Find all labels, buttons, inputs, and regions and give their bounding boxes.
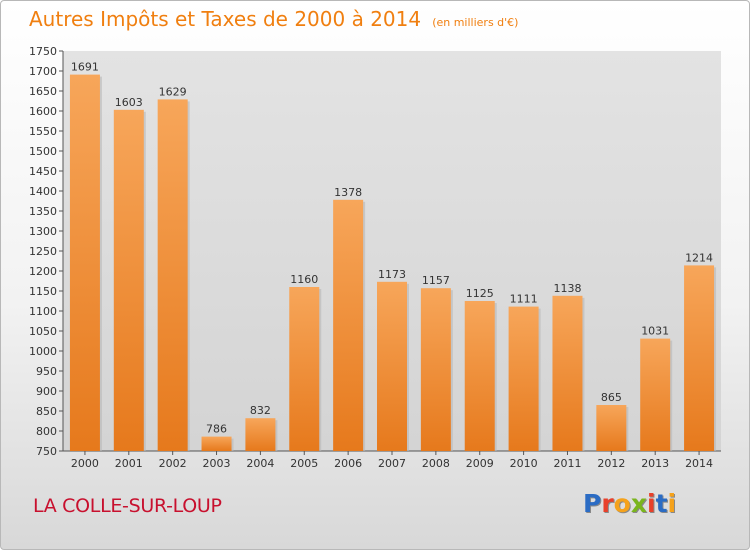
logo-letter: i xyxy=(667,489,677,518)
bar-value-label: 1378 xyxy=(334,186,362,199)
x-tick-label: 2005 xyxy=(290,457,318,470)
x-tick-label: 2008 xyxy=(422,457,450,470)
y-tick-label: 800 xyxy=(36,425,57,438)
x-tick-label: 2011 xyxy=(553,457,581,470)
bar xyxy=(289,287,320,451)
y-tick-label: 1550 xyxy=(29,125,57,138)
bar xyxy=(684,265,715,451)
bar xyxy=(333,199,364,451)
bar-value-label: 1125 xyxy=(466,287,494,300)
logo-letter: t xyxy=(655,489,668,518)
bar-value-label: 1157 xyxy=(422,274,450,287)
y-tick-label: 1600 xyxy=(29,105,57,118)
x-tick-label: 2013 xyxy=(641,457,669,470)
y-tick-label: 750 xyxy=(36,445,57,458)
y-tick-label: 1150 xyxy=(29,285,57,298)
y-tick-label: 1050 xyxy=(29,325,57,338)
x-tick-label: 2002 xyxy=(159,457,187,470)
chart-title: Autres Impôts et Taxes de 2000 à 2014 xyxy=(29,7,422,31)
bar xyxy=(420,288,451,451)
y-tick-label: 900 xyxy=(36,385,57,398)
bar xyxy=(113,109,144,452)
y-tick-label: 1750 xyxy=(29,45,57,58)
bar-value-label: 1629 xyxy=(159,85,187,98)
x-tick-label: 2004 xyxy=(246,457,274,470)
bar xyxy=(464,301,495,451)
x-tick-label: 2001 xyxy=(115,457,143,470)
y-tick-label: 1700 xyxy=(29,65,57,78)
logo-letter: x xyxy=(630,489,647,518)
bar-value-label: 1111 xyxy=(510,293,538,306)
x-tick-label: 2007 xyxy=(378,457,406,470)
x-tick-label: 2006 xyxy=(334,457,362,470)
bar-value-label: 832 xyxy=(250,404,271,417)
bar-value-label: 1160 xyxy=(290,273,318,286)
y-tick-label: 1200 xyxy=(29,265,57,278)
y-tick-label: 950 xyxy=(36,365,57,378)
bar xyxy=(552,295,583,451)
logo-letter: r xyxy=(601,489,614,518)
y-tick-label: 1650 xyxy=(29,85,57,98)
chart-unit-note: (en milliers d'€) xyxy=(432,16,519,29)
x-tick-label: 2014 xyxy=(685,457,713,470)
bar xyxy=(201,436,232,451)
y-axis-ticks: 750 800 850 900 950 1000 1050 1100 1150 1200 1250 1… xyxy=(29,45,63,458)
bar xyxy=(640,338,671,451)
y-tick-label: 1300 xyxy=(29,225,57,238)
bar-value-label: 1031 xyxy=(641,325,669,338)
bar xyxy=(377,281,407,451)
bar-value-label: 786 xyxy=(206,423,227,436)
bar xyxy=(596,405,627,451)
y-tick-label: 1450 xyxy=(29,165,57,178)
bars: 1691 1603 1629 786 832 1160 1378 1173 1157 1125 11… xyxy=(69,61,717,452)
x-tick-label: 2003 xyxy=(203,457,231,470)
proxiti-logo: Proxiti xyxy=(583,489,676,518)
y-tick-label: 1350 xyxy=(29,205,57,218)
x-axis-labels: 2000 2001 2002 2003 2004 2005 2006 2007 2008 2009… xyxy=(71,451,713,470)
bar xyxy=(157,99,188,452)
logo-letter: i xyxy=(647,489,656,518)
bar xyxy=(69,74,100,451)
commune-name: LA COLLE-SUR-LOUP xyxy=(33,495,222,517)
bar-value-label: 1138 xyxy=(553,282,581,295)
y-tick-label: 1500 xyxy=(29,145,57,158)
y-tick-label: 1250 xyxy=(29,245,57,258)
bar xyxy=(508,306,539,451)
y-tick-label: 850 xyxy=(36,405,57,418)
bar-value-label: 1214 xyxy=(685,251,713,264)
x-tick-label: 2012 xyxy=(597,457,625,470)
y-tick-label: 1000 xyxy=(29,345,57,358)
y-tick-label: 1100 xyxy=(29,305,57,318)
x-tick-label: 2000 xyxy=(71,457,99,470)
title-row: Autres Impôts et Taxes de 2000 à 2014 (e… xyxy=(29,7,518,31)
logo-letter: o xyxy=(613,489,631,518)
bar-value-label: 1691 xyxy=(71,61,99,74)
bar-value-label: 865 xyxy=(601,391,622,404)
x-tick-label: 2009 xyxy=(466,457,494,470)
bar-value-label: 1173 xyxy=(378,268,406,281)
logo-letter: P xyxy=(583,489,602,518)
bar xyxy=(245,418,276,451)
x-tick-label: 2010 xyxy=(510,457,538,470)
bar-value-label: 1603 xyxy=(115,96,143,109)
y-tick-label: 1400 xyxy=(29,185,57,198)
